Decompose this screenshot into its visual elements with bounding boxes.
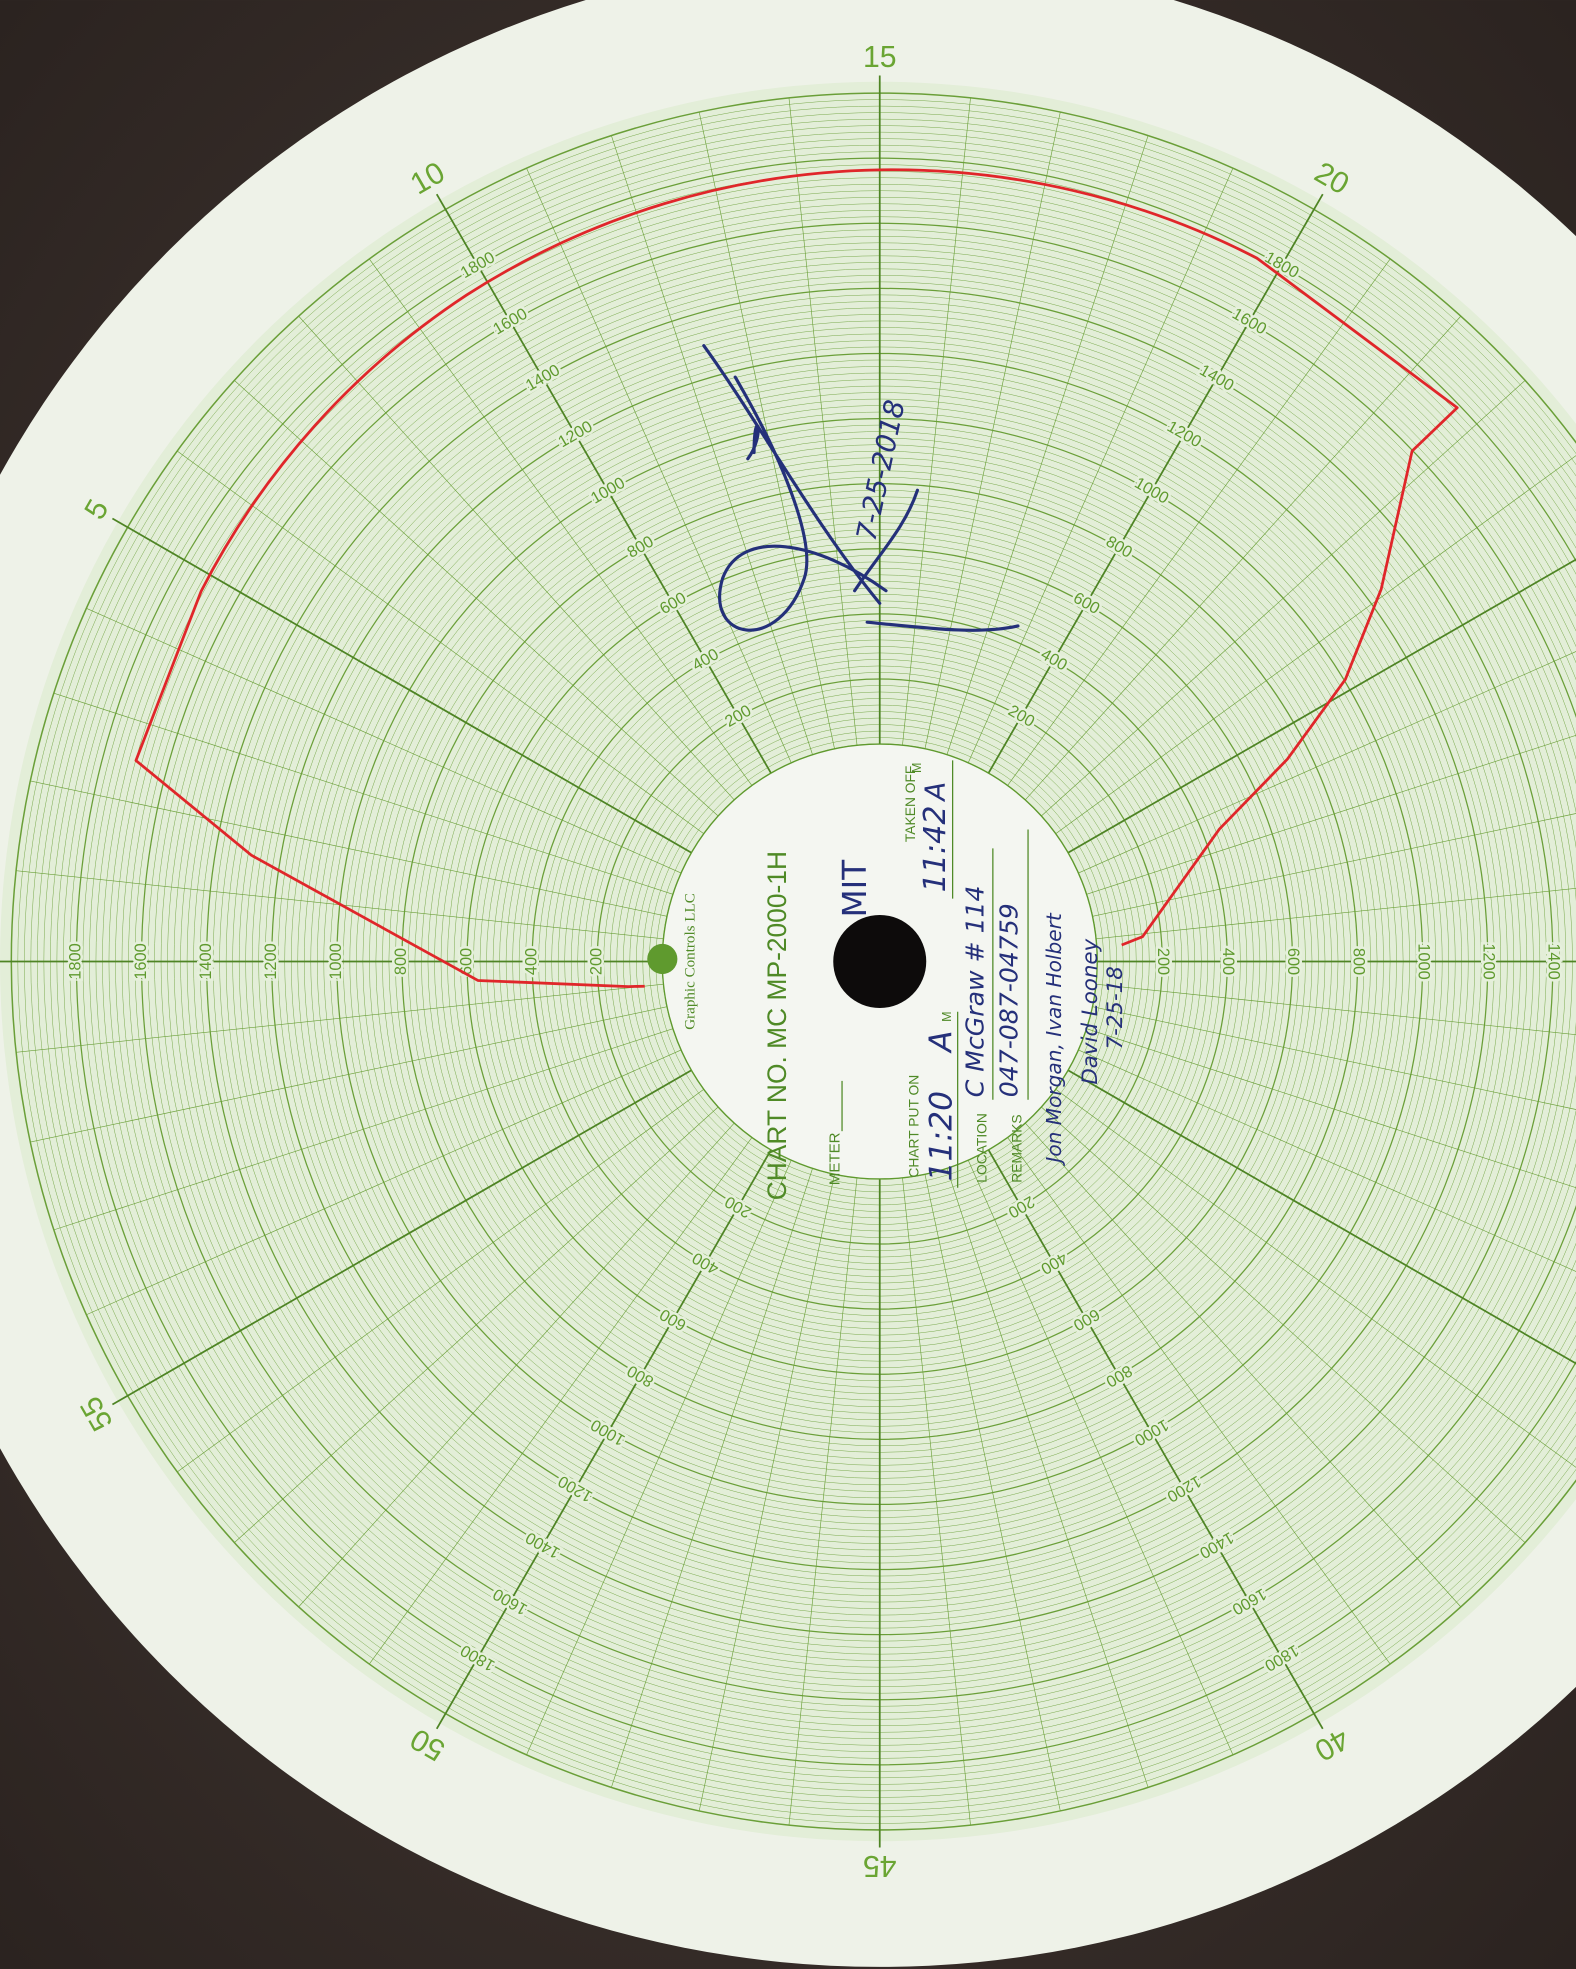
location-label: LOCATION	[973, 1113, 989, 1183]
taken-off-a: A	[918, 782, 951, 803]
trace	[134, 168, 1459, 988]
grid-radial	[435, 1149, 772, 1730]
grid-radial	[987, 1149, 1324, 1730]
minor-radial	[902, 97, 971, 746]
meter: MIT	[836, 859, 874, 918]
grid-radial	[987, 193, 1324, 774]
minor-radial	[924, 111, 1061, 749]
minor-radial	[1007, 258, 1391, 786]
grid	[0, 75, 1576, 1848]
logo	[647, 943, 678, 975]
minor-radial	[611, 1168, 813, 1788]
minor-radial	[788, 1177, 858, 1826]
taken-off-label: TAKEN OFF	[902, 766, 918, 842]
r-tick-label: 1800	[67, 943, 85, 979]
r-tick-label: 1000	[1414, 943, 1432, 979]
remarks: 047-087-04759	[994, 903, 1023, 1097]
minor-radial	[1086, 734, 1576, 895]
hub-text: Graphic Controls LLC CHART NO. MC MP-200…	[683, 760, 1128, 1200]
minor-radial	[698, 111, 835, 749]
r-tick-label: 1400	[1545, 943, 1563, 979]
minor-radial	[526, 1159, 792, 1755]
put-on: 11:20	[924, 1091, 960, 1182]
grid-radial	[1067, 558, 1576, 854]
minor-radial	[1041, 380, 1526, 817]
minor-radial	[53, 1028, 674, 1231]
names: Jon Morgan, Ivan Holbert	[1042, 912, 1066, 1166]
r-tick-label: 1200	[262, 943, 280, 979]
grid-radial	[111, 1069, 692, 1406]
minor-radial	[176, 450, 705, 834]
r-tick-label: 200	[588, 948, 606, 975]
r-tick-label: 1600	[132, 943, 150, 979]
grid-radial	[1067, 1069, 1576, 1365]
brand: Graphic Controls LLC	[683, 893, 699, 1030]
theta-tick-label: 45	[863, 1849, 897, 1882]
minor-radial	[1078, 1049, 1576, 1272]
minor-radial	[946, 135, 1149, 755]
remarks-label: REMARKS	[1009, 1114, 1025, 1182]
minor-radial	[1095, 983, 1576, 1035]
minor-radial	[30, 780, 668, 917]
meter-label: METER	[827, 1132, 844, 1185]
theta-tick-label: 15	[863, 41, 897, 74]
put-on-m: M	[940, 1011, 954, 1021]
minor-radial	[1007, 1137, 1391, 1665]
minor-radial	[369, 258, 753, 786]
signer-date: 7-25-18	[1103, 966, 1128, 1049]
r-tick-label: 1200	[1479, 943, 1497, 979]
r-tick-label: 800	[392, 948, 410, 975]
minor-radial	[298, 1122, 735, 1608]
minor-radial	[234, 380, 719, 817]
minor-radial	[1041, 1106, 1526, 1543]
minor-radial	[1055, 455, 1576, 834]
minor-radial	[902, 1177, 971, 1826]
minor-radial	[30, 1006, 668, 1143]
minor-radial	[369, 1137, 753, 1665]
grid-radial	[435, 193, 772, 774]
put-on-a: A	[924, 1030, 960, 1054]
minor-radial	[53, 692, 674, 895]
minor-radial	[946, 1168, 1149, 1788]
location: C McGraw # 114	[961, 885, 990, 1097]
minor-radial	[924, 1174, 1061, 1812]
minor-radial	[298, 315, 735, 801]
minor-radial	[86, 607, 682, 874]
minor-radial	[967, 1159, 1234, 1755]
trace-line	[134, 168, 1459, 988]
r-tick-label: 600	[1284, 948, 1302, 975]
r-tick-label: 800	[1349, 948, 1367, 975]
r-tick-label: 1400	[197, 943, 215, 979]
minor-radial	[176, 1089, 705, 1473]
minor-radial	[1086, 1028, 1576, 1189]
minor-radial	[1095, 888, 1576, 940]
minor-radial	[1092, 1006, 1576, 1110]
minor-radial	[698, 1174, 835, 1812]
minor-radial	[1055, 1089, 1576, 1468]
minor-radial	[967, 168, 1234, 764]
r-tick-label: 400	[1219, 948, 1237, 975]
minor-radial	[16, 983, 664, 1053]
minor-radial	[526, 168, 792, 764]
minor-radial	[1024, 1122, 1462, 1608]
r-tick-label: 200	[1154, 948, 1172, 975]
center-hole	[833, 915, 927, 1009]
minor-radial	[1024, 315, 1462, 801]
minor-radial	[234, 1106, 719, 1543]
minor-radial	[611, 135, 813, 755]
r-tick-label: 1000	[327, 943, 345, 979]
minor-radial	[788, 97, 858, 746]
put-on-label: CHART PUT ON	[906, 1075, 922, 1178]
signature-scribble	[702, 344, 1020, 632]
chart-number: CHART NO. MC MP-2000-1H	[762, 851, 792, 1200]
taken-off: 11:42	[918, 805, 953, 892]
signer: David Looney	[1078, 938, 1103, 1084]
r-tick-label: 400	[522, 948, 540, 975]
minor-radial	[1092, 813, 1576, 917]
minor-radial	[86, 1049, 682, 1316]
minor-radial	[1078, 651, 1576, 874]
taken-off-m: M	[910, 763, 924, 773]
